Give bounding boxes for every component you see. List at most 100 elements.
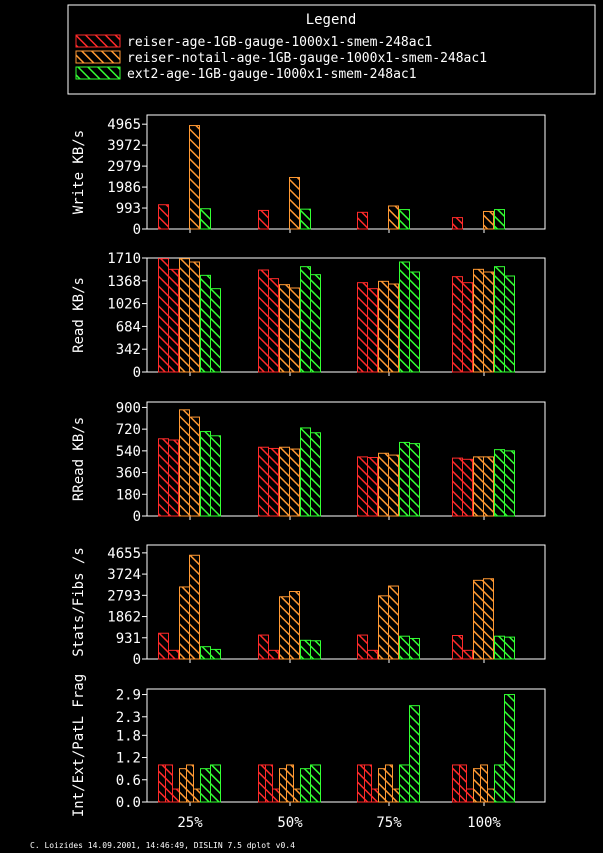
bar [357,634,368,660]
chart-panel: 0 180 360 540 720 900 RRead KB/s [71,400,546,525]
bar [452,276,463,373]
bar [158,258,169,373]
bar [357,282,368,373]
chart-panel: 0 993 1986 2979 3972 4965 Write KB/s [71,114,546,238]
bar [392,788,400,803]
bar [385,764,393,803]
bar [483,578,494,660]
bar [200,274,211,373]
bar [300,768,311,803]
bar [399,635,410,660]
bar [310,274,321,373]
bar [473,768,481,803]
legend: Legend reiser-age-1GB-gauge-1000x1-smem-… [67,4,596,95]
bar [409,705,420,803]
bar [189,125,200,230]
y-tick-label: 0 [133,222,141,238]
bar [168,439,179,517]
bar [279,596,290,660]
legend-label: reiser-notail-age-1GB-gauge-1000x1-smem-… [127,51,487,66]
bar [462,458,473,517]
legend-label: ext2-age-1GB-gauge-1000x1-smem-248ac1 [127,67,417,82]
bar [409,443,420,517]
y-tick-label: 0.6 [116,773,141,789]
bar [168,268,179,373]
plot-frame [146,114,546,230]
y-tick-label: 1.8 [116,728,141,744]
bar [272,788,280,803]
bar [200,768,211,803]
bar [473,456,484,517]
bar [179,258,190,373]
y-tick-label: 931 [116,631,141,647]
y-tick-label: 4655 [107,546,141,562]
bar [399,764,410,803]
bar [268,649,279,660]
plot-frame [146,257,546,373]
bar [165,764,173,803]
bar [378,768,386,803]
bar [388,283,399,373]
y-tick-label: 1710 [107,251,141,267]
bar [310,764,321,803]
bar [452,217,463,230]
bar [179,409,190,517]
bar [268,447,279,517]
y-tick-label: 2.3 [116,710,141,726]
bar [158,632,169,660]
bar [258,634,269,660]
bar [279,768,287,803]
bar [367,288,378,373]
bar [210,764,221,803]
y-axis-label: Stats/Fibs /s [71,547,87,657]
bar [473,268,484,373]
bar [466,788,474,803]
y-tick-label: 1368 [107,274,141,290]
bar [399,209,410,230]
bar [357,764,365,803]
bar [268,278,279,373]
bar [409,271,420,373]
bar [480,764,488,803]
bar [310,640,321,660]
bar [179,768,187,803]
bar [189,554,200,660]
bar [258,209,269,230]
legend-swatch [75,34,121,48]
y-tick-label: 540 [116,444,141,460]
bar [378,595,389,660]
x-category-label: 50% [277,815,303,831]
chart-panel: 0 342 684 1026 1368 1710 Read KB/s [71,251,546,381]
footer-credit: C. Loizides 14.09.2001, 14:46:49, DISLIN… [30,841,295,850]
plot-frame [146,544,546,660]
y-tick-label: 1986 [107,180,141,196]
bar [399,441,410,517]
bar [310,432,321,517]
bar [289,287,300,373]
bar [189,261,200,373]
bar [179,586,190,660]
bar [289,448,300,517]
bar [210,648,221,660]
x-category-label: 25% [177,815,203,831]
y-tick-label: 0 [133,509,141,525]
bar [388,585,399,660]
bar [504,450,515,517]
bar [289,176,300,230]
bar [494,449,505,517]
bar [265,764,273,803]
y-tick-label: 1.2 [116,751,141,767]
bar [210,435,221,517]
y-tick-label: 720 [116,422,141,438]
y-tick-label: 2.9 [116,688,141,704]
bar [210,288,221,373]
y-tick-label: 360 [116,466,141,482]
bar [367,649,378,660]
bar [158,438,169,517]
chart-panel: 0.0 0.6 1.2 1.8 2.3 2.9 Int/Ext/PatL Frag [71,674,546,817]
bar [452,764,460,803]
bar [504,694,515,803]
bar [300,208,311,230]
bar [186,764,194,803]
